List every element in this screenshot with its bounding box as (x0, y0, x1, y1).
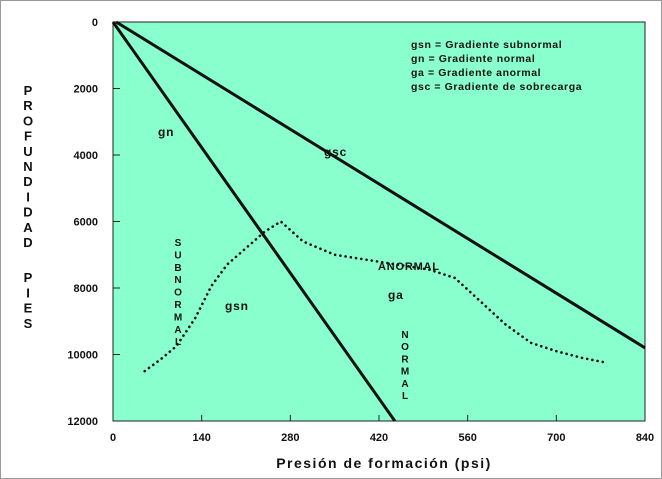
x-tick-label: 280 (281, 432, 299, 444)
x-tick-label: 560 (458, 432, 476, 444)
legend-entry-gsc: gsc = Gradiente de sobrecarga (411, 81, 582, 93)
label-gsn: gsn (225, 299, 249, 313)
label-anormal: ANORMAL (378, 261, 440, 273)
x-tick-label: 0 (110, 432, 116, 444)
axis-ticks: 0 2000 4000 6000 8000 10000 12000 0 140 280 420 560… (67, 17, 654, 444)
y-tick-label: 0 (92, 17, 98, 29)
label-gn: gn (158, 125, 174, 139)
y-tick-label: 10000 (67, 350, 98, 362)
legend-entry-ga: ga = Gradiente anormal (411, 67, 541, 79)
legend-entry-gn: gn = Gradiente normal (411, 53, 535, 65)
series-line-gn (111, 21, 397, 422)
y-tick-label: 6000 (74, 217, 98, 229)
label-gsc: gsc (324, 145, 347, 159)
y-tick-label: 4000 (74, 150, 98, 162)
series-group (111, 20, 646, 422)
y-tick-label: 8000 (74, 283, 98, 295)
x-tick-label: 700 (547, 432, 565, 444)
series-line-gsn (143, 220, 609, 373)
x-tick-label: 840 (636, 432, 654, 444)
x-axis-label: Presión de formación (psi) (276, 455, 492, 471)
series-line-gsc (115, 20, 646, 350)
legend-entry-gsn: gsn = Gradiente subnormal (411, 39, 562, 51)
y-tick-label: 2000 (74, 84, 98, 96)
x-tick-label: 140 (192, 432, 210, 444)
label-ga: ga (388, 288, 404, 302)
x-tick-label: 420 (370, 432, 388, 444)
plot-area (112, 21, 646, 422)
legend: gsn = Gradiente subnormal gn = Gradiente… (411, 39, 582, 93)
y-tick-label: 12000 (67, 416, 98, 428)
